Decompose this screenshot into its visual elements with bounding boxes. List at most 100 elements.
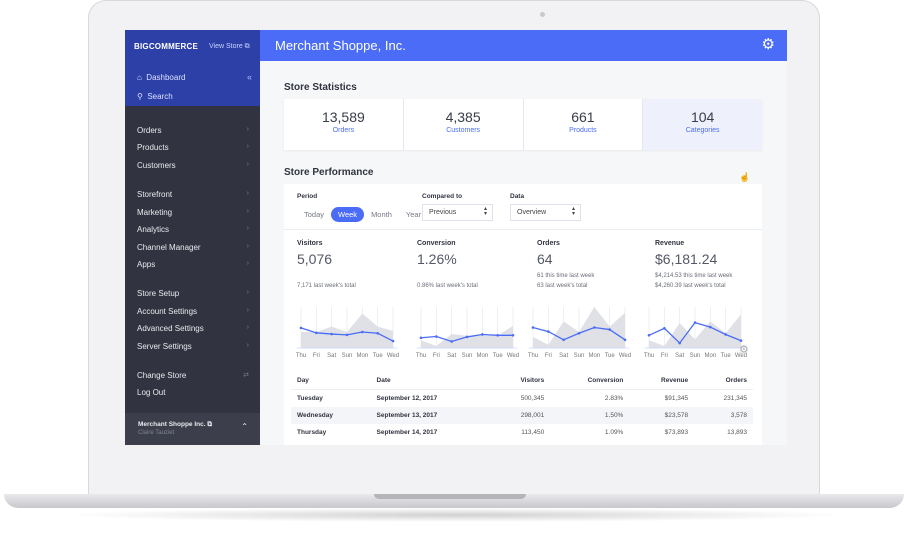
data-point	[481, 333, 484, 336]
compared-to-select[interactable]: Previous ▴ ▾	[422, 204, 493, 221]
previous-period-area	[533, 307, 625, 348]
sidebar-item-orders[interactable]: Orders ›	[137, 126, 249, 135]
sidebar-item-server-settings[interactable]: Server Settings ›	[137, 342, 249, 351]
data-select[interactable]: Overview ▴ ▾	[510, 204, 581, 221]
sidebar-item-dashboard[interactable]: ⌂ Dashboard	[137, 73, 185, 82]
x-tick-label: Mon	[476, 353, 488, 359]
stat-label: Orders	[332, 127, 355, 134]
data-point	[577, 331, 581, 335]
sidebar-item-apps[interactable]: Apps ›	[137, 260, 249, 269]
period-today[interactable]: Today	[304, 210, 325, 219]
sidebar-item-store-setup[interactable]: Store Setup ›	[137, 289, 249, 298]
table-cell: 13,893	[727, 429, 747, 436]
mini-charts: Thu Fri Sat Sun Mon Tue Wed Thu Fri Sat Sun Mon Tue W…	[296, 307, 749, 359]
column-header[interactable]: Revenue	[629, 374, 695, 390]
previous-period-area	[301, 313, 393, 348]
data-point	[608, 328, 611, 331]
x-tick-label: Sun	[690, 353, 701, 359]
period-year[interactable]: Year	[405, 210, 422, 219]
data-point	[709, 325, 712, 329]
sidebar-item-label: Store Setup	[137, 289, 180, 298]
sidebar-item-label: Storefront	[137, 190, 173, 199]
metric-title: Orders	[537, 240, 560, 247]
sidebar-item-channel-manager[interactable]: Channel Manager ›	[137, 243, 249, 252]
x-tick-label: Sat	[327, 353, 336, 359]
stat-categories[interactable]: 104 Categories	[643, 99, 762, 150]
x-tick-label: Sun	[342, 353, 353, 359]
data-point	[361, 330, 364, 334]
period-month[interactable]: Month	[371, 210, 392, 219]
chevron-right-icon: ›	[246, 208, 249, 215]
select-arrows-icon: ▴ ▾	[571, 206, 575, 217]
account-user: Claire Tauziet	[138, 430, 175, 436]
store-performance-panel: Period Today Week Month Year Compared to Pr…	[284, 184, 762, 445]
chevron-right-icon: ›	[246, 243, 249, 250]
data-point	[330, 332, 333, 336]
metric-sub: 0.86% last week's total	[417, 283, 478, 289]
x-tick-label: Thu	[296, 353, 306, 359]
table-cell: 113,450	[521, 429, 545, 436]
column-header[interactable]: Orders	[694, 374, 753, 390]
sidebar-item-log-out[interactable]: Log Out	[137, 388, 249, 397]
chevron-right-icon: ›	[246, 342, 249, 349]
metric-sub: 61 this time last week	[537, 273, 595, 279]
data-point	[647, 333, 651, 337]
table-cell: 3,578	[694, 407, 753, 424]
table-row[interactable]: Tuesday September 12, 2017 500,345 2.83% $91…	[291, 390, 753, 408]
compared-value: Previous	[429, 209, 457, 216]
stat-products[interactable]: 661 Products	[524, 99, 644, 150]
gear-icon[interactable]: ⚙	[739, 344, 749, 356]
data-point	[562, 338, 565, 342]
column-header[interactable]: Visitors	[491, 374, 551, 390]
table-row[interactable]: Wednesday September 13, 2017 298,001 1.50% $…	[291, 407, 753, 424]
data-point	[678, 341, 681, 345]
collapse-sidebar-button[interactable]: «	[246, 72, 252, 82]
sidebar-item-label: Apps	[137, 260, 156, 269]
view-store-link[interactable]: View Store ⧉	[209, 43, 250, 50]
divider	[284, 229, 762, 230]
sidebar-item-account-settings[interactable]: Account Settings ›	[137, 307, 249, 316]
x-tick-label: Thu	[644, 353, 654, 359]
data-point	[623, 338, 627, 342]
data-point	[435, 335, 438, 338]
period-week[interactable]: Week	[331, 207, 365, 222]
sidebar-item-products[interactable]: Products ›	[137, 143, 249, 152]
stat-orders[interactable]: 13,589 Orders	[284, 99, 404, 150]
data-point	[593, 326, 596, 329]
sidebar-item-label: Orders	[137, 126, 162, 135]
sidebar-item-customers[interactable]: Customers ›	[137, 161, 249, 170]
change-store-label: Change Store	[137, 371, 187, 380]
data-point	[450, 340, 453, 343]
table-row[interactable]: Thursday September 14, 2017 113,450 1.09% $7…	[291, 424, 753, 441]
sidebar-item-advanced-settings[interactable]: Advanced Settings ›	[137, 324, 249, 333]
data-point	[345, 333, 349, 337]
x-tick-label: Sat	[447, 353, 456, 359]
gear-icon[interactable]: ⚙	[761, 36, 775, 53]
sidebar-item-search[interactable]: ⚲ Search	[137, 92, 173, 101]
x-tick-label: Mon	[356, 353, 368, 359]
data-point	[739, 339, 743, 342]
sidebar-item-marketing[interactable]: Marketing ›	[137, 208, 249, 217]
data-point	[547, 330, 550, 333]
search-label: Search	[147, 92, 173, 101]
chevron-right-icon: ›	[246, 126, 249, 133]
metric-value: 64	[537, 251, 553, 267]
laptop-shadow	[60, 508, 850, 522]
top-bar: Merchant Shoppe, Inc. ⚙	[260, 30, 787, 61]
table-cell: September 14, 2017	[376, 429, 438, 436]
chevron-right-icon: ›	[246, 289, 249, 296]
store-statistics: 13,589 Orders 4,385 Customers 661 Products …	[284, 99, 762, 150]
x-tick-label: Thu	[528, 353, 538, 359]
sidebar-item-change-store[interactable]: Change Store ⇄	[137, 371, 249, 380]
column-header[interactable]: Date	[370, 374, 491, 390]
x-tick-label: Wed	[387, 353, 399, 359]
sidebar-item-storefront[interactable]: Storefront ›	[137, 190, 249, 199]
metric-value: $6,181.24	[655, 251, 718, 267]
x-tick-label: Thu	[416, 353, 426, 359]
column-header[interactable]: Conversion	[550, 374, 630, 390]
sidebar-item-analytics[interactable]: Analytics ›	[137, 225, 249, 234]
column-header[interactable]: Day	[291, 374, 371, 390]
data-label: Data	[510, 193, 525, 200]
account-switcher[interactable]: Merchant Shoppe Inc. ⧉ Claire Tauziet ⌃	[125, 413, 260, 445]
stat-customers[interactable]: 4,385 Customers	[404, 99, 524, 150]
